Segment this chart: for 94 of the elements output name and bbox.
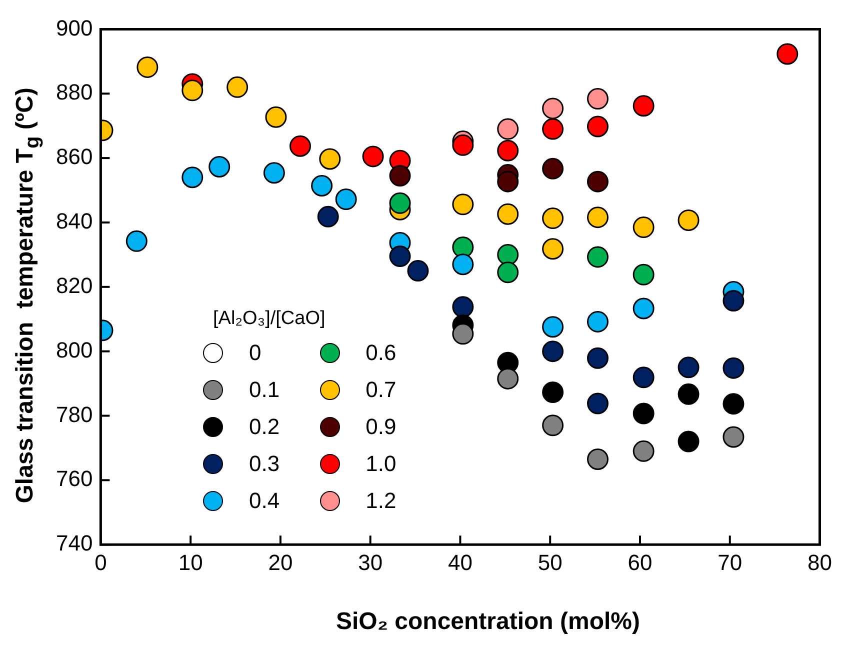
point bbox=[362, 146, 384, 168]
point bbox=[497, 368, 519, 390]
point bbox=[542, 316, 564, 338]
y-tick-label: 760 bbox=[56, 466, 93, 492]
point bbox=[587, 310, 609, 332]
x-tick-label: 70 bbox=[718, 550, 742, 575]
point bbox=[587, 170, 609, 192]
legend-label: 0.7 bbox=[366, 376, 396, 402]
point bbox=[587, 116, 609, 138]
legend-title: [Al₂O₃]/[CaO] bbox=[213, 308, 326, 330]
x-tick-label: 40 bbox=[448, 550, 472, 575]
point bbox=[182, 80, 204, 102]
legend-label: 0 bbox=[249, 340, 262, 366]
point bbox=[632, 440, 654, 462]
legend-label: 0.6 bbox=[366, 340, 396, 366]
point bbox=[319, 148, 341, 170]
point bbox=[452, 194, 474, 216]
point bbox=[542, 158, 564, 180]
point bbox=[389, 165, 411, 187]
point bbox=[678, 209, 700, 231]
point bbox=[389, 192, 411, 214]
point bbox=[126, 230, 148, 252]
point bbox=[722, 426, 744, 448]
legend-label: 0.3 bbox=[249, 450, 280, 476]
point bbox=[289, 135, 311, 157]
point bbox=[497, 170, 519, 192]
x-tick-label: 60 bbox=[628, 550, 652, 575]
point bbox=[587, 448, 609, 470]
point bbox=[497, 244, 519, 266]
point bbox=[452, 296, 474, 318]
point bbox=[632, 298, 654, 320]
x-tick-label: 30 bbox=[358, 550, 383, 575]
point bbox=[678, 430, 700, 452]
point bbox=[407, 260, 429, 282]
point bbox=[136, 56, 158, 78]
point bbox=[389, 246, 411, 268]
point bbox=[587, 206, 609, 228]
point bbox=[542, 208, 564, 230]
point bbox=[542, 118, 564, 140]
point bbox=[208, 156, 230, 178]
y-tick-label: 780 bbox=[56, 402, 93, 427]
point bbox=[632, 366, 654, 388]
y-tick-label: 860 bbox=[56, 144, 93, 170]
point bbox=[497, 203, 519, 225]
point bbox=[587, 392, 609, 414]
point bbox=[452, 134, 474, 156]
y-tick-label: 900 bbox=[56, 15, 93, 40]
y-tick-label: 800 bbox=[56, 337, 93, 362]
y-tick-label: 840 bbox=[56, 208, 93, 234]
y-tick-label: 880 bbox=[56, 80, 93, 105]
point bbox=[678, 383, 700, 405]
legend-label: 1.0 bbox=[366, 450, 396, 476]
point bbox=[722, 290, 744, 312]
point bbox=[542, 414, 564, 436]
point bbox=[263, 162, 285, 184]
legend-label: 0.9 bbox=[366, 414, 396, 440]
point bbox=[452, 323, 474, 345]
point bbox=[587, 347, 609, 369]
legend-label: 0.2 bbox=[249, 414, 280, 440]
point bbox=[632, 402, 654, 424]
point bbox=[722, 393, 744, 415]
point bbox=[317, 206, 339, 228]
point bbox=[452, 254, 474, 276]
point bbox=[497, 262, 519, 284]
point bbox=[722, 357, 744, 379]
legend-label: 1.2 bbox=[366, 488, 396, 514]
point bbox=[632, 264, 654, 286]
point bbox=[632, 216, 654, 238]
point bbox=[542, 238, 564, 260]
y-tick-label: 820 bbox=[56, 272, 93, 298]
x-tick-label: 20 bbox=[268, 550, 293, 575]
point bbox=[542, 98, 564, 120]
x-tick-label: 10 bbox=[178, 550, 203, 575]
point bbox=[587, 88, 609, 110]
point bbox=[497, 140, 519, 162]
y-tick-label: 740 bbox=[56, 530, 93, 556]
point bbox=[226, 76, 248, 98]
point bbox=[335, 188, 357, 210]
point bbox=[587, 246, 609, 268]
legend-label: 0.4 bbox=[249, 488, 280, 514]
x-tick-label: 0 bbox=[94, 550, 107, 575]
point bbox=[542, 340, 564, 362]
point bbox=[311, 175, 333, 197]
legend-label: 0.1 bbox=[249, 376, 280, 402]
point bbox=[632, 95, 654, 117]
x-tick-label: 50 bbox=[538, 550, 562, 575]
point bbox=[497, 118, 519, 140]
x-axis-title: SiO₂ concentration (mol%) bbox=[334, 608, 642, 636]
x-tick-label: 80 bbox=[808, 550, 832, 575]
point bbox=[542, 381, 564, 403]
point bbox=[265, 106, 287, 128]
point bbox=[776, 43, 798, 65]
point bbox=[678, 356, 700, 378]
point bbox=[182, 166, 204, 188]
